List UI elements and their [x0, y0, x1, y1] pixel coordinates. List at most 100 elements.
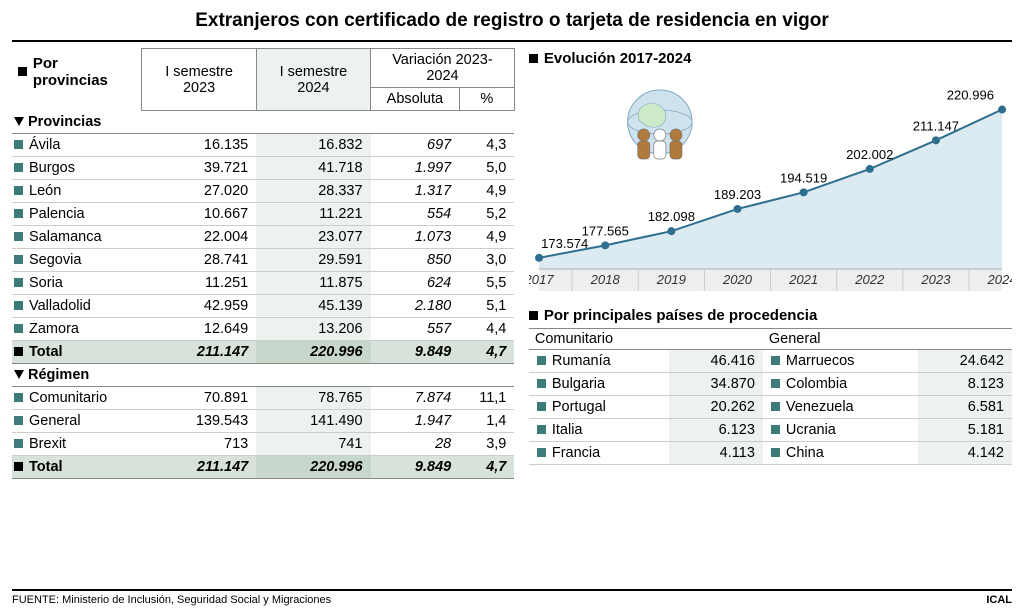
teal-bullet-icon [537, 425, 546, 434]
triangle-icon [14, 117, 24, 126]
cell-pct: 4,7 [459, 340, 514, 363]
cell-2024: 78.765 [256, 386, 370, 409]
year-label: 2021 [788, 272, 818, 287]
marker [799, 188, 807, 196]
row-name: Comunitario [29, 390, 107, 406]
teal-bullet-icon [14, 255, 23, 264]
cell-abs: 1.073 [371, 225, 460, 248]
teal-bullet-icon [771, 356, 780, 365]
cell-2023: 139.543 [142, 409, 256, 432]
country-value: 24.642 [918, 350, 1012, 373]
subhead-regimen: Régimen [12, 363, 514, 386]
cell-abs: 850 [371, 248, 460, 271]
cell-2024: 45.139 [256, 294, 370, 317]
provinces-table: Por provincias I semestre 2023 I semestr… [12, 48, 515, 479]
row-name: Total [29, 459, 63, 475]
cell-pct: 4,4 [459, 317, 514, 340]
row-name: León [29, 183, 61, 199]
teal-bullet-icon [14, 209, 23, 218]
square-bullet-icon [14, 462, 23, 471]
country-value: 6.123 [669, 419, 763, 442]
cell-2023: 70.891 [142, 386, 256, 409]
cell-2024: 13.206 [256, 317, 370, 340]
cell-pct: 5,5 [459, 271, 514, 294]
country-value: 20.262 [669, 396, 763, 419]
teal-bullet-icon [14, 140, 23, 149]
row-name: Palencia [29, 206, 85, 222]
cell-abs: 554 [371, 202, 460, 225]
teal-bullet-icon [14, 301, 23, 310]
cell-abs: 624 [371, 271, 460, 294]
triangle-icon [14, 370, 24, 379]
cell-pct: 4,9 [459, 225, 514, 248]
table-row: León27.02028.3371.3174,9 [12, 179, 514, 202]
teal-bullet-icon [537, 379, 546, 388]
table-row: Brexit713741283,9 [12, 432, 514, 455]
year-label: 2023 [920, 272, 951, 287]
marker [998, 106, 1006, 114]
content-wrap: Por provincias I semestre 2023 I semestr… [12, 48, 1012, 479]
country-name: China [763, 442, 918, 465]
cell-2023: 713 [142, 432, 256, 455]
row-name: Salamanca [29, 229, 102, 245]
provinces-section-head: Por provincias [18, 55, 135, 89]
th-variation: Variación 2023-2024 [371, 49, 515, 88]
marker [733, 205, 741, 213]
teal-bullet-icon [771, 425, 780, 434]
table-row: Comunitario70.89178.7657.87411,1 [12, 386, 514, 409]
provinces-section-label: Por provincias [33, 55, 136, 89]
cell-pct: 5,2 [459, 202, 514, 225]
cell-pct: 4,7 [459, 455, 514, 478]
cell-2023: 11.251 [142, 271, 256, 294]
year-label: 2017 [529, 272, 554, 287]
teal-bullet-icon [537, 402, 546, 411]
cell-pct: 1,4 [459, 409, 514, 432]
th-2023: I semestre 2023 [142, 49, 256, 111]
value-label: 194.519 [780, 170, 827, 185]
teal-bullet-icon [771, 379, 780, 388]
cell-abs: 697 [371, 133, 460, 156]
teal-bullet-icon [14, 439, 23, 448]
cell-2023: 22.004 [142, 225, 256, 248]
cell-2023: 42.959 [142, 294, 256, 317]
table-row: Salamanca 22.00423.0771.0734,9 [12, 225, 514, 248]
marker [932, 136, 940, 144]
footer-source: FUENTE: Ministerio de Inclusión, Segurid… [12, 594, 331, 606]
square-bullet-icon [14, 347, 23, 356]
country-name: Marruecos [763, 350, 918, 373]
country-name: Ucrania [763, 419, 918, 442]
table-row: Segovia28.74129.5918503,0 [12, 248, 514, 271]
th-general: General [763, 329, 1012, 350]
cell-2024: 11.875 [256, 271, 370, 294]
globe-people-icon [628, 90, 692, 159]
row-name: Total [29, 344, 63, 360]
value-label: 189.203 [714, 187, 761, 202]
table-row: Ávila16.13516.8326974,3 [12, 133, 514, 156]
cell-2023: 16.135 [142, 133, 256, 156]
cell-2024: 28.337 [256, 179, 370, 202]
teal-bullet-icon [14, 393, 23, 402]
teal-bullet-icon [771, 402, 780, 411]
marker [667, 227, 675, 235]
table-row: Bulgaria34.870Colombia8.123 [529, 373, 1012, 396]
table-row: Soria11.25111.8756245,5 [12, 271, 514, 294]
value-label: 220.996 [947, 88, 994, 103]
value-label: 202.002 [846, 147, 893, 162]
row-name: Zamora [29, 321, 79, 337]
table-row: General139.543141.4901.9471,4 [12, 409, 514, 432]
teal-bullet-icon [14, 186, 23, 195]
table-row: Portugal20.262Venezuela6.581 [529, 396, 1012, 419]
value-label: 211.147 [913, 118, 959, 133]
teal-bullet-icon [14, 278, 23, 287]
cell-2024: 23.077 [256, 225, 370, 248]
teal-bullet-icon [14, 232, 23, 241]
cell-2024: 220.996 [256, 455, 370, 478]
cell-2023: 27.020 [142, 179, 256, 202]
cell-abs: 28 [371, 432, 460, 455]
subhead-provincias: Provincias [12, 111, 514, 134]
th-2024: I semestre 2024 [256, 49, 370, 111]
cell-abs: 1.997 [371, 156, 460, 179]
table-row: Total211.147220.9969.8494,7 [12, 340, 514, 363]
cell-abs: 2.180 [371, 294, 460, 317]
cell-pct: 5,1 [459, 294, 514, 317]
